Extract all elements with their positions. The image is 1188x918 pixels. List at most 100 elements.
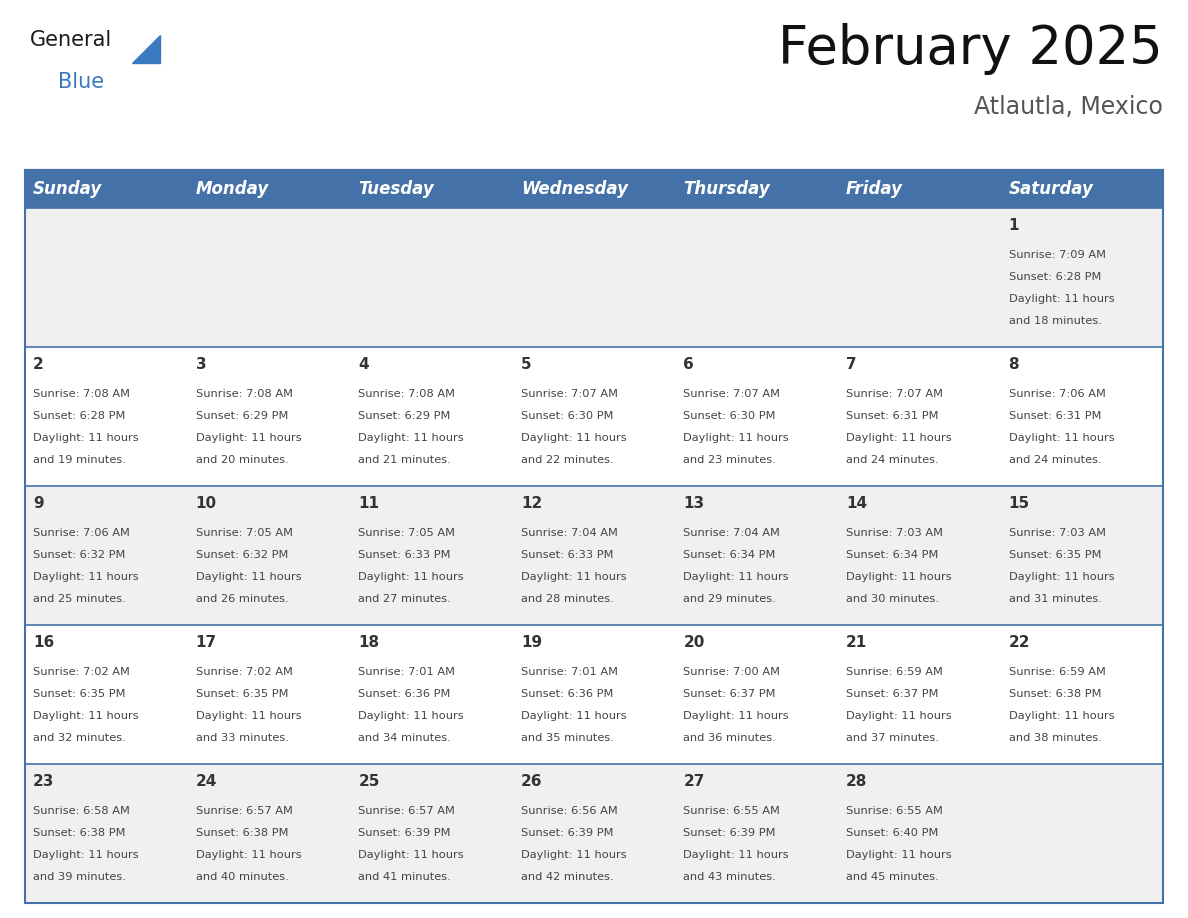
Text: Sunrise: 7:08 AM: Sunrise: 7:08 AM [196, 388, 292, 398]
Text: Sunrise: 7:08 AM: Sunrise: 7:08 AM [359, 388, 455, 398]
Text: and 36 minutes.: and 36 minutes. [683, 733, 776, 744]
Text: Sunrise: 7:03 AM: Sunrise: 7:03 AM [1009, 528, 1106, 538]
Text: Sunrise: 7:06 AM: Sunrise: 7:06 AM [1009, 388, 1105, 398]
Text: 2: 2 [33, 357, 44, 372]
Text: Sunday: Sunday [33, 180, 102, 198]
Bar [675, 625, 838, 764]
Text: Sunset: 6:31 PM: Sunset: 6:31 PM [846, 411, 939, 421]
Text: Daylight: 11 hours: Daylight: 11 hours [1009, 433, 1114, 443]
Text: Sunset: 6:28 PM: Sunset: 6:28 PM [1009, 272, 1101, 282]
Text: and 32 minutes.: and 32 minutes. [33, 733, 126, 744]
Text: Daylight: 11 hours: Daylight: 11 hours [359, 433, 463, 443]
Text: Sunrise: 7:04 AM: Sunrise: 7:04 AM [520, 528, 618, 538]
Bar [1000, 347, 1163, 486]
Text: Sunrise: 7:02 AM: Sunrise: 7:02 AM [33, 666, 129, 677]
Text: Daylight: 11 hours: Daylight: 11 hours [846, 711, 952, 722]
Text: and 22 minutes.: and 22 minutes. [520, 455, 613, 465]
Text: Daylight: 11 hours: Daylight: 11 hours [33, 572, 139, 582]
Text: and 25 minutes.: and 25 minutes. [33, 595, 126, 604]
Text: 23: 23 [33, 774, 55, 789]
Text: Daylight: 11 hours: Daylight: 11 hours [1009, 572, 1114, 582]
Text: 22: 22 [1009, 634, 1030, 650]
Text: and 39 minutes.: and 39 minutes. [33, 872, 126, 882]
Polygon shape [132, 35, 160, 63]
Text: and 20 minutes.: and 20 minutes. [196, 455, 289, 465]
Text: and 24 minutes.: and 24 minutes. [846, 455, 939, 465]
Text: Sunrise: 7:07 AM: Sunrise: 7:07 AM [520, 388, 618, 398]
Bar [513, 625, 675, 764]
Text: and 33 minutes.: and 33 minutes. [196, 733, 289, 744]
Text: and 38 minutes.: and 38 minutes. [1009, 733, 1101, 744]
Text: Sunrise: 7:05 AM: Sunrise: 7:05 AM [359, 528, 455, 538]
Text: Sunset: 6:36 PM: Sunset: 6:36 PM [359, 688, 450, 699]
Bar [25, 347, 188, 486]
Bar [675, 764, 838, 903]
Text: Friday: Friday [846, 180, 903, 198]
Text: and 29 minutes.: and 29 minutes. [683, 595, 776, 604]
Bar [675, 486, 838, 625]
Text: Sunrise: 7:07 AM: Sunrise: 7:07 AM [683, 388, 781, 398]
Text: Daylight: 11 hours: Daylight: 11 hours [846, 850, 952, 860]
Text: Daylight: 11 hours: Daylight: 11 hours [846, 572, 952, 582]
Text: Sunset: 6:33 PM: Sunset: 6:33 PM [359, 550, 450, 560]
Text: Sunset: 6:39 PM: Sunset: 6:39 PM [520, 828, 613, 838]
Text: Sunset: 6:31 PM: Sunset: 6:31 PM [1009, 411, 1101, 421]
Text: Sunset: 6:33 PM: Sunset: 6:33 PM [520, 550, 613, 560]
Text: Sunset: 6:40 PM: Sunset: 6:40 PM [846, 828, 939, 838]
Text: 26: 26 [520, 774, 543, 789]
Bar [1000, 625, 1163, 764]
Text: and 35 minutes.: and 35 minutes. [520, 733, 614, 744]
Text: Sunrise: 7:01 AM: Sunrise: 7:01 AM [359, 666, 455, 677]
Text: 24: 24 [196, 774, 217, 789]
Text: 10: 10 [196, 496, 217, 510]
Bar [838, 764, 1000, 903]
Bar [513, 486, 675, 625]
Text: Sunset: 6:36 PM: Sunset: 6:36 PM [520, 688, 613, 699]
Text: Daylight: 11 hours: Daylight: 11 hours [359, 572, 463, 582]
Text: Sunset: 6:38 PM: Sunset: 6:38 PM [1009, 688, 1101, 699]
Text: Sunset: 6:30 PM: Sunset: 6:30 PM [520, 411, 613, 421]
Bar [838, 486, 1000, 625]
Text: Sunset: 6:30 PM: Sunset: 6:30 PM [683, 411, 776, 421]
Bar [513, 208, 675, 347]
Bar [1000, 208, 1163, 347]
Text: and 45 minutes.: and 45 minutes. [846, 872, 939, 882]
Text: Daylight: 11 hours: Daylight: 11 hours [196, 433, 302, 443]
Bar [188, 486, 350, 625]
Text: and 24 minutes.: and 24 minutes. [1009, 455, 1101, 465]
Text: 20: 20 [683, 634, 704, 650]
Bar [838, 347, 1000, 486]
Text: Sunrise: 6:56 AM: Sunrise: 6:56 AM [520, 806, 618, 816]
Text: 16: 16 [33, 634, 55, 650]
Text: and 31 minutes.: and 31 minutes. [1009, 595, 1101, 604]
Text: and 42 minutes.: and 42 minutes. [520, 872, 613, 882]
Text: and 26 minutes.: and 26 minutes. [196, 595, 289, 604]
Text: Sunset: 6:37 PM: Sunset: 6:37 PM [683, 688, 776, 699]
Text: Sunrise: 6:59 AM: Sunrise: 6:59 AM [846, 666, 943, 677]
Bar [188, 625, 350, 764]
Text: and 30 minutes.: and 30 minutes. [846, 595, 939, 604]
Text: and 23 minutes.: and 23 minutes. [683, 455, 776, 465]
Bar [513, 347, 675, 486]
Bar [675, 208, 838, 347]
Text: Daylight: 11 hours: Daylight: 11 hours [359, 850, 463, 860]
Text: and 37 minutes.: and 37 minutes. [846, 733, 939, 744]
Bar [25, 764, 188, 903]
Text: 27: 27 [683, 774, 704, 789]
Text: Daylight: 11 hours: Daylight: 11 hours [1009, 294, 1114, 304]
Text: Tuesday: Tuesday [359, 180, 434, 198]
Text: 12: 12 [520, 496, 542, 510]
Text: Sunset: 6:39 PM: Sunset: 6:39 PM [359, 828, 450, 838]
Text: Sunset: 6:37 PM: Sunset: 6:37 PM [846, 688, 939, 699]
Bar [350, 347, 513, 486]
Bar [350, 486, 513, 625]
Bar [838, 208, 1000, 347]
Text: Daylight: 11 hours: Daylight: 11 hours [359, 711, 463, 722]
Text: Sunrise: 7:04 AM: Sunrise: 7:04 AM [683, 528, 781, 538]
Text: and 41 minutes.: and 41 minutes. [359, 872, 451, 882]
Text: 17: 17 [196, 634, 217, 650]
Bar [25, 208, 188, 347]
Bar [25, 625, 188, 764]
Text: Daylight: 11 hours: Daylight: 11 hours [683, 572, 789, 582]
Text: and 34 minutes.: and 34 minutes. [359, 733, 451, 744]
